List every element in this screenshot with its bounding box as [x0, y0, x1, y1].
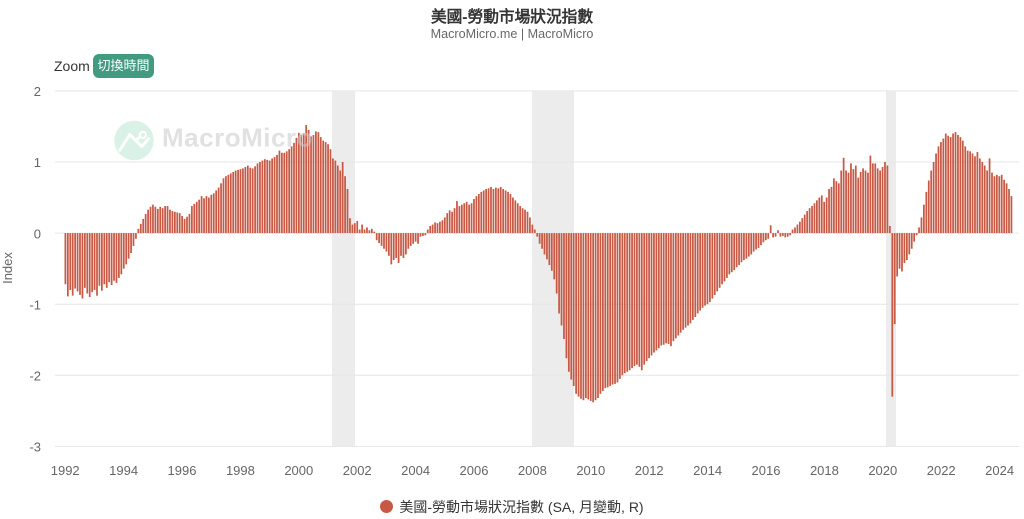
svg-text:2004: 2004: [401, 463, 430, 478]
svg-text:-1: -1: [29, 297, 41, 312]
svg-text:Index: Index: [0, 252, 15, 284]
svg-text:1992: 1992: [51, 463, 80, 478]
svg-text:2014: 2014: [693, 463, 722, 478]
svg-text:2016: 2016: [752, 463, 781, 478]
svg-text:1996: 1996: [168, 463, 197, 478]
svg-text:1994: 1994: [109, 463, 138, 478]
svg-text:2008: 2008: [518, 463, 547, 478]
svg-text:-2: -2: [29, 369, 41, 384]
svg-text:1998: 1998: [226, 463, 255, 478]
svg-text:2006: 2006: [460, 463, 489, 478]
svg-text:2: 2: [34, 84, 41, 99]
svg-text:2012: 2012: [635, 463, 664, 478]
svg-text:MacroMicro: MacroMicro: [162, 123, 313, 153]
svg-text:2018: 2018: [810, 463, 839, 478]
svg-text:2000: 2000: [284, 463, 313, 478]
svg-text:1: 1: [34, 155, 41, 170]
svg-text:2020: 2020: [868, 463, 897, 478]
svg-text:2002: 2002: [343, 463, 372, 478]
svg-text:0: 0: [34, 226, 41, 241]
svg-text:2010: 2010: [576, 463, 605, 478]
svg-text:2024: 2024: [985, 463, 1014, 478]
svg-text:2022: 2022: [927, 463, 956, 478]
svg-text:-3: -3: [29, 440, 41, 455]
